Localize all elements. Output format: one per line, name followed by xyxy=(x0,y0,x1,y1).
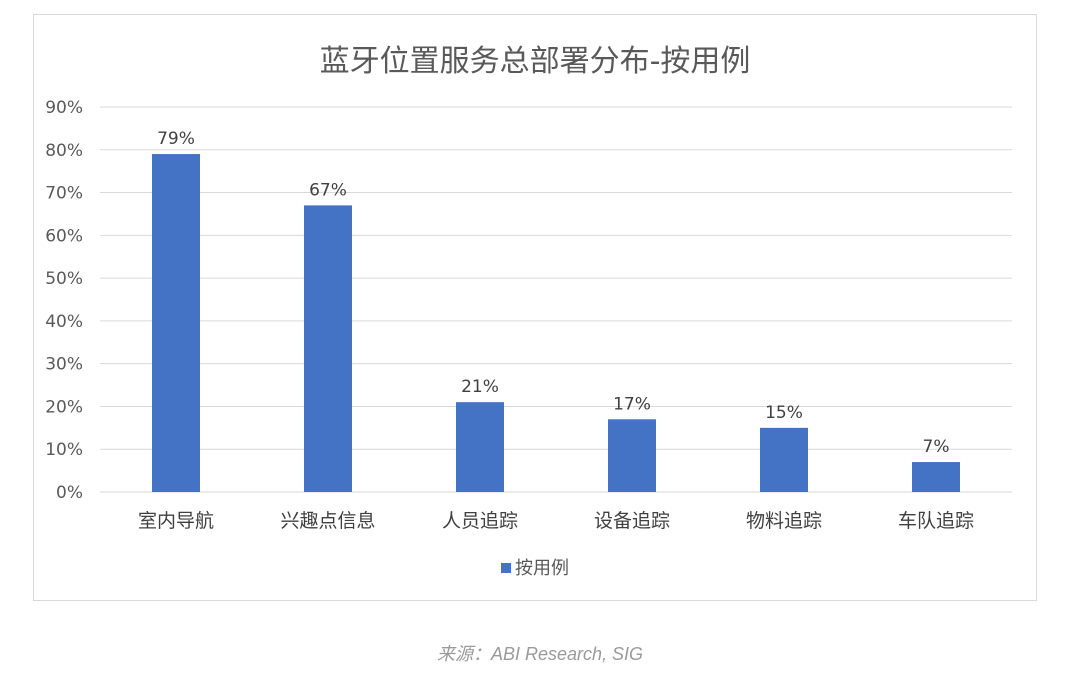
chart-panel xyxy=(33,14,1037,601)
data-labels: 79% 67% 21% 17% 15% 7% xyxy=(157,129,949,457)
x-tick-label: 人员追踪 xyxy=(442,510,518,532)
data-label: 15% xyxy=(765,403,803,423)
legend: 按用例 xyxy=(501,558,569,579)
y-tick-label: 80% xyxy=(45,141,83,161)
legend-label: 按用例 xyxy=(515,558,569,579)
x-axis-ticks: 室内导航 兴趣点信息 人员追踪 设备追踪 物料追踪 车队追踪 xyxy=(138,510,974,532)
legend-swatch xyxy=(501,563,511,573)
data-label: 67% xyxy=(309,180,347,200)
bar xyxy=(760,427,808,492)
y-tick-label: 30% xyxy=(45,355,83,375)
y-tick-label: 20% xyxy=(45,397,83,417)
x-tick-label: 车队追踪 xyxy=(898,510,974,532)
y-tick-label: 70% xyxy=(45,184,83,204)
data-label: 79% xyxy=(157,129,195,149)
bar xyxy=(152,154,200,493)
x-tick-label: 设备追踪 xyxy=(594,510,670,532)
x-tick-label: 兴趣点信息 xyxy=(280,510,375,532)
bar xyxy=(304,205,352,492)
data-label: 17% xyxy=(613,394,651,414)
data-label: 21% xyxy=(461,377,499,397)
y-tick-label: 10% xyxy=(45,440,83,460)
x-tick-label: 室内导航 xyxy=(138,510,214,532)
x-tick-label: 物料追踪 xyxy=(746,510,822,532)
y-axis-ticks: 0% 10% 20% 30% 40% 50% 60% 70% 80% 90% xyxy=(45,98,83,503)
y-tick-label: 50% xyxy=(45,269,83,289)
bar xyxy=(912,462,960,492)
bars xyxy=(152,154,960,493)
y-tick-label: 90% xyxy=(45,98,83,118)
y-tick-label: 60% xyxy=(45,226,83,246)
chart-title: 蓝牙位置服务总部署分布-按用例 xyxy=(320,44,751,79)
y-tick-label: 40% xyxy=(45,312,83,332)
source-note: 来源：ABI Research, SIG xyxy=(436,644,644,664)
bar xyxy=(608,419,656,492)
gridlines xyxy=(100,106,1012,493)
data-label: 7% xyxy=(923,437,950,457)
bar xyxy=(456,402,504,492)
y-tick-label: 0% xyxy=(56,483,83,503)
